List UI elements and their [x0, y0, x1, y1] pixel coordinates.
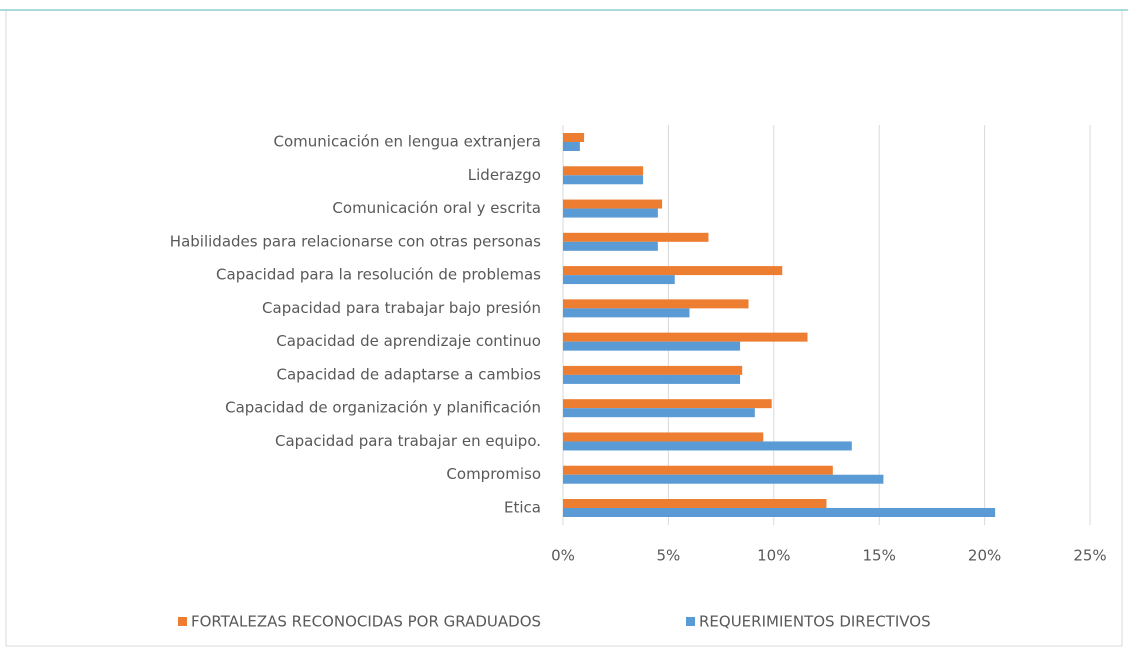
bar: [563, 499, 827, 508]
x-tick-label: 5%: [657, 547, 681, 565]
y-tick-label: Capacidad para trabajar bajo presión: [262, 299, 541, 317]
bar: [563, 232, 709, 242]
bar: [563, 133, 585, 142]
bar: [563, 341, 741, 351]
bar: [563, 266, 783, 276]
y-tick-label: Etica: [504, 499, 541, 517]
bar: [563, 374, 741, 384]
bar: [563, 508, 996, 517]
bar: [563, 365, 743, 375]
y-tick-label: Liderazgo: [468, 166, 541, 184]
bar: [563, 275, 675, 285]
bar: [563, 432, 764, 442]
y-tick-label: Capacidad para la resolución de problema…: [216, 266, 541, 284]
y-tick-label: Capacidad de aprendizaje continuo: [276, 332, 541, 350]
legend-label: FORTALEZAS RECONOCIDAS POR GRADUADOS: [191, 613, 541, 631]
y-tick-label: Comunicación oral y escrita: [332, 199, 541, 217]
y-tick-label: Capacidad para trabajar en equipo.: [275, 432, 541, 450]
x-tick-label: 20%: [968, 547, 1001, 565]
legend-label: REQUERIMIENTOS DIRECTIVOS: [699, 613, 931, 631]
bar: [563, 199, 663, 209]
bar: [563, 408, 755, 418]
y-tick-label: Habilidades para relacionarse con otras …: [170, 232, 541, 250]
bar: [563, 299, 749, 309]
bar: [563, 308, 690, 318]
y-tick-label: Capacidad de organización y planificació…: [225, 399, 541, 417]
x-tick-label: 10%: [757, 547, 790, 565]
bar: [563, 332, 808, 342]
y-tick-label: Compromiso: [446, 465, 541, 483]
chart-frame: [5, 9, 1123, 647]
x-tick-label: 0%: [551, 547, 575, 565]
y-tick-label: Capacidad de adaptarse a cambios: [277, 365, 542, 383]
legend-swatch: [686, 617, 695, 626]
x-tick-label: 15%: [863, 547, 896, 565]
bar: [563, 142, 580, 151]
bar: [563, 208, 658, 218]
bar: [563, 474, 884, 484]
bar: [563, 465, 833, 475]
x-tick-label: 25%: [1073, 547, 1106, 565]
bar: [563, 241, 658, 251]
bar: [563, 441, 852, 451]
y-tick-label: Comunicación en lengua extranjera: [274, 133, 542, 151]
legend-swatch: [178, 617, 187, 626]
bar: [563, 166, 644, 176]
bar: [563, 399, 772, 409]
bar: [563, 175, 644, 185]
